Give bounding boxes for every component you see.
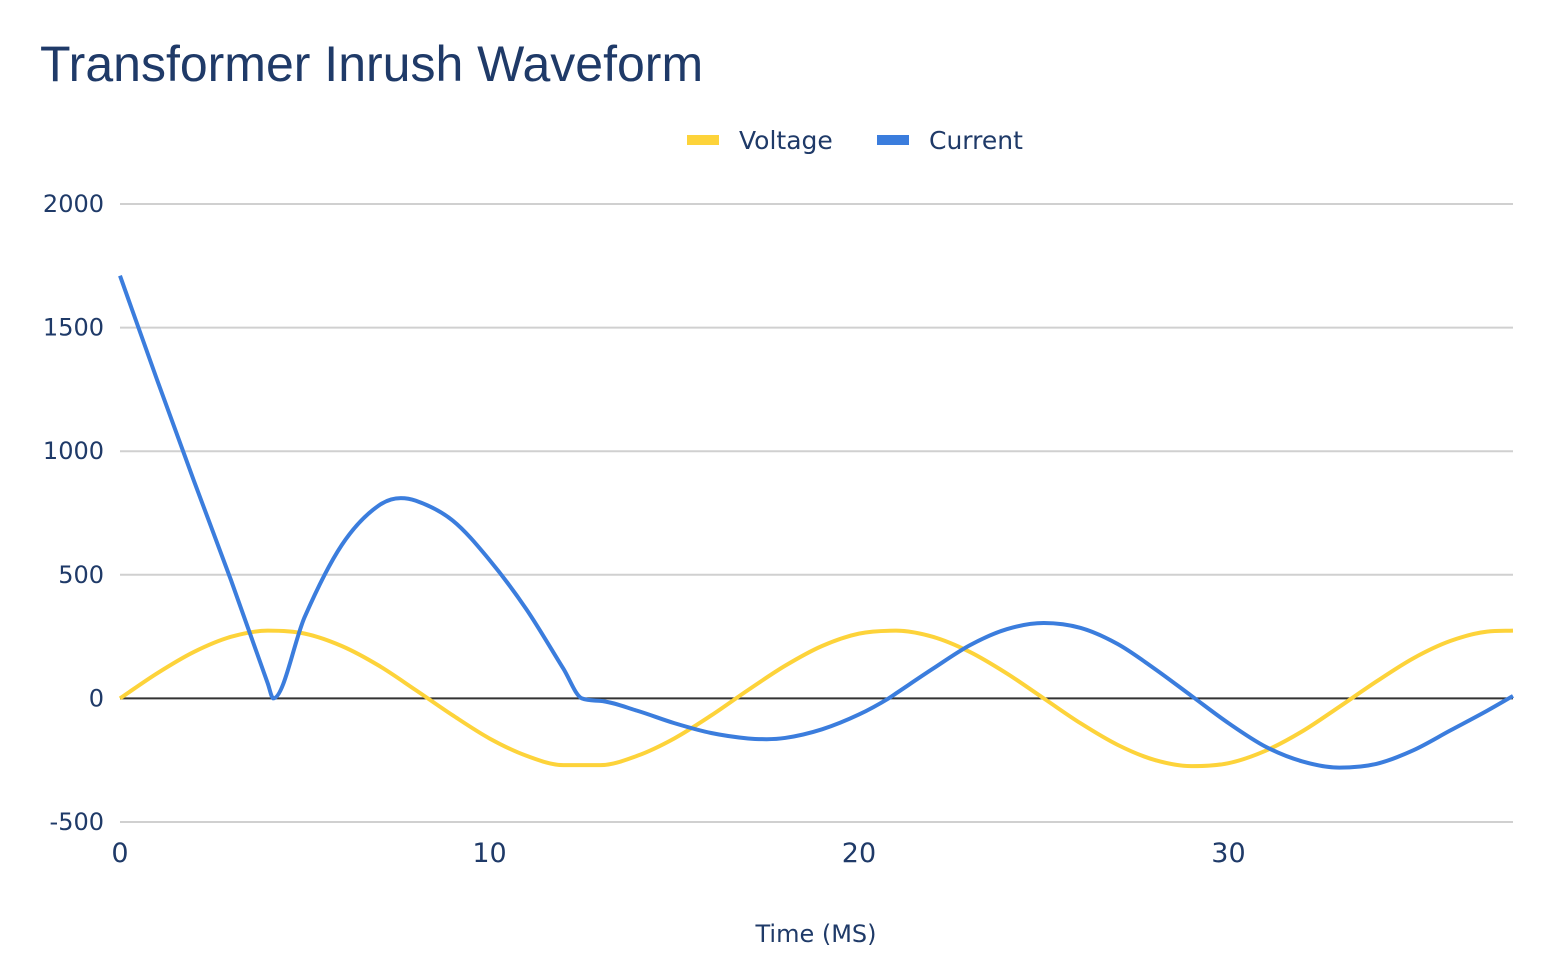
legend: Voltage Current [687,126,1023,155]
y-tick-label: 500 [58,561,104,589]
x-tick-label: 20 [842,838,876,869]
series-line-current [118,275,1514,770]
legend-label-current: Current [929,126,1023,155]
chart-title: Transformer Inrush Waveform [40,36,703,92]
legend-swatch-voltage [687,135,719,145]
legend-label-voltage: Voltage [739,126,833,155]
y-tick-label: 1000 [43,437,104,465]
y-tick-label: 2000 [43,190,104,218]
series-lines [118,275,1514,770]
y-tick-label: -500 [50,808,104,836]
x-tick-label: 10 [472,838,506,869]
y-tick-label: 1500 [43,314,104,342]
y-axis: 2000 1500 1000 500 0 -500 [43,190,104,836]
series-line-voltage [118,628,1514,769]
x-axis-title: Time (MS) [754,920,876,948]
x-tick-label: 0 [111,838,128,869]
x-axis: 0 10 20 30 [111,838,1245,869]
gridlines [120,203,1513,823]
x-tick-label: 30 [1211,838,1245,869]
legend-swatch-current [877,135,909,145]
y-tick-label: 0 [89,684,104,712]
